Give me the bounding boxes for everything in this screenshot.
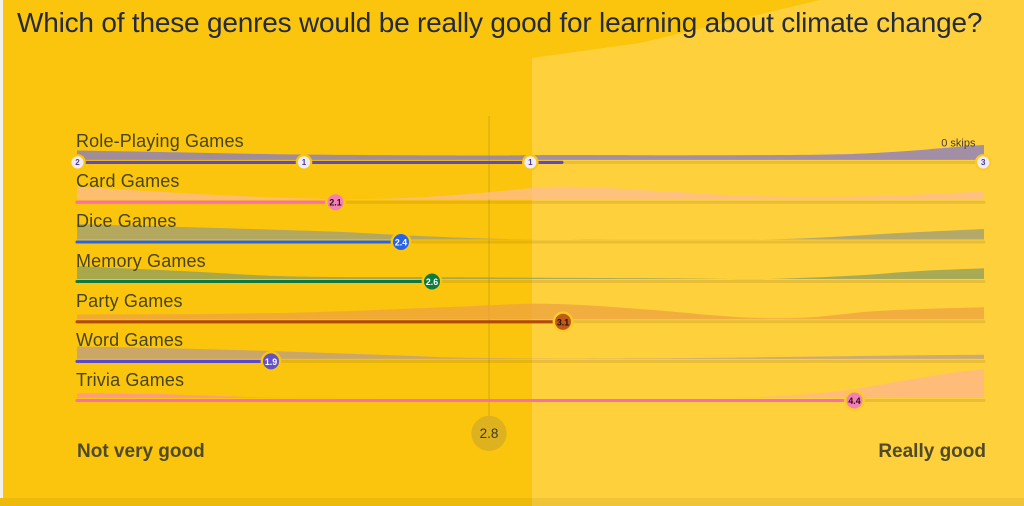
svg-text:2.4: 2.4	[395, 238, 407, 248]
svg-text:1: 1	[528, 158, 533, 167]
svg-text:3: 3	[981, 158, 986, 167]
svg-text:2.6: 2.6	[426, 277, 438, 287]
svg-text:2.1: 2.1	[329, 198, 341, 208]
svg-text:2.8: 2.8	[480, 426, 499, 441]
svg-text:2: 2	[75, 158, 80, 167]
svg-text:1.9: 1.9	[265, 357, 277, 367]
svg-text:1: 1	[302, 158, 307, 167]
svg-text:4.4: 4.4	[848, 396, 860, 406]
svg-text:3.1: 3.1	[557, 317, 569, 327]
svg-text:0 skips: 0 skips	[941, 138, 976, 150]
